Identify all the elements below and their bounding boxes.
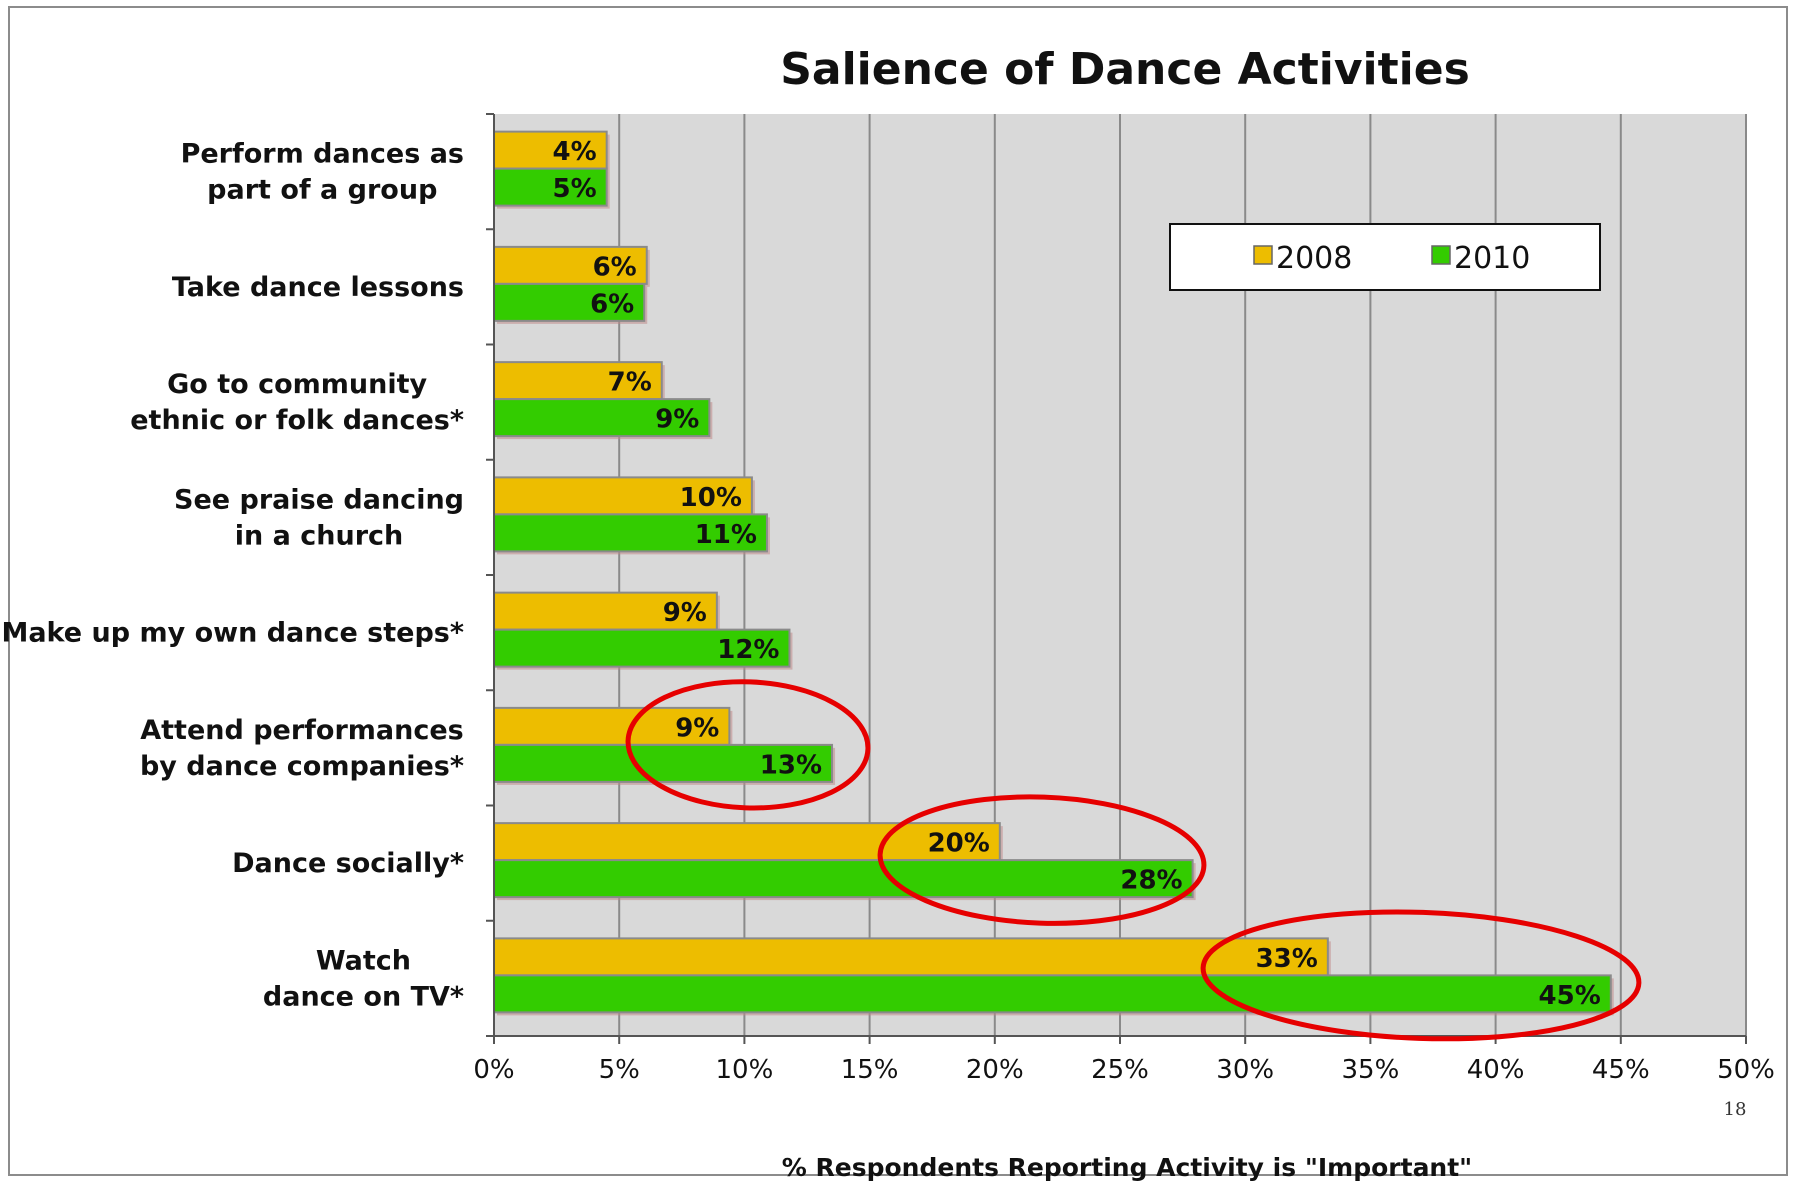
category-label: Take dance lessons <box>172 272 464 303</box>
x-axis-title: % Respondents Reporting Activity is "Imp… <box>782 1153 1472 1181</box>
bar-2010 <box>493 513 768 553</box>
x-tick-label: 40% <box>1467 1055 1525 1085</box>
labels: 0% 5% 10% 15% 20% 25% 30% 35% 40% 45% 50% 4% 5% Perfo… <box>1 137 1774 1085</box>
category-label: part of a group <box>207 175 437 206</box>
legend-box <box>1169 223 1601 291</box>
data-label-2008: 20% <box>928 829 990 859</box>
slide-number: 18 <box>1724 1099 1747 1120</box>
data-label-2008: 7% <box>608 368 652 398</box>
bar-2010 <box>493 628 791 668</box>
data-label-2010: 28% <box>1120 866 1182 896</box>
category-label: Go to community <box>167 369 427 400</box>
data-label-2008: 4% <box>553 137 597 167</box>
x-tick-label: 45% <box>1592 1055 1650 1085</box>
data-label-2008: 6% <box>593 252 637 282</box>
category-label: See praise dancing <box>174 484 464 515</box>
data-label-2010: 13% <box>760 750 822 780</box>
bar-2008 <box>493 361 663 401</box>
legend-label-2008: 2008 <box>1276 241 1352 276</box>
category-label: dance on TV* <box>263 981 464 1012</box>
data-label-2010: 12% <box>717 635 779 665</box>
category-label: Watch <box>316 945 411 976</box>
bar-2010 <box>493 282 646 322</box>
category-label: in a church <box>235 520 404 551</box>
x-tick-label: 30% <box>1216 1055 1274 1085</box>
x-tick-label: 5% <box>599 1055 640 1085</box>
x-tick-label: 20% <box>966 1055 1024 1085</box>
category-label: Attend performances <box>140 715 464 746</box>
legend-swatch-2010 <box>1431 245 1451 265</box>
chart-title: Salience of Dance Activities <box>780 44 1470 95</box>
legend-swatch-2008 <box>1253 245 1273 265</box>
bars <box>493 130 1614 1016</box>
legend: 2008 2010 <box>1169 223 1601 291</box>
category-label: Dance socially* <box>232 848 464 879</box>
data-label-2008: 9% <box>663 598 707 628</box>
data-label-2010: 11% <box>695 520 757 550</box>
data-label-2010: 5% <box>553 174 597 204</box>
highlight-ellipse <box>1200 909 1642 1042</box>
bar-2008 <box>493 822 1001 862</box>
bar-2008 <box>493 476 753 516</box>
category-label: Make up my own dance steps* <box>1 618 464 649</box>
x-tick-label: 35% <box>1342 1055 1400 1085</box>
legend-label-2010: 2010 <box>1454 241 1530 276</box>
data-label-2008: 10% <box>680 483 742 513</box>
highlight-ellipses <box>625 679 1642 1042</box>
data-label-2008: 33% <box>1256 944 1318 974</box>
category-label: ethnic or folk dances* <box>130 405 464 436</box>
data-label-2008: 9% <box>675 713 719 743</box>
bar-2008 <box>493 591 718 631</box>
bar-2008 <box>493 937 1329 977</box>
bar-2010 <box>493 859 1194 899</box>
category-label: Perform dances as <box>181 139 464 170</box>
x-tick-label: 0% <box>473 1055 514 1085</box>
bar-2010 <box>493 743 834 783</box>
data-label-2010: 6% <box>590 289 634 319</box>
bar-2010 <box>493 974 1612 1014</box>
bar-2008 <box>493 245 648 285</box>
bar-2010 <box>493 167 608 207</box>
axes <box>486 113 1747 1044</box>
x-tick-label: 15% <box>841 1055 899 1085</box>
x-tick-label: 25% <box>1091 1055 1149 1085</box>
highlight-ellipse <box>625 679 871 811</box>
category-label: by dance companies* <box>140 751 464 782</box>
x-tick-label: 50% <box>1717 1055 1775 1085</box>
data-label-2010: 45% <box>1539 981 1601 1011</box>
data-label-2010: 9% <box>655 405 699 435</box>
x-tick-label: 10% <box>716 1055 774 1085</box>
highlight-ellipse <box>877 794 1207 926</box>
